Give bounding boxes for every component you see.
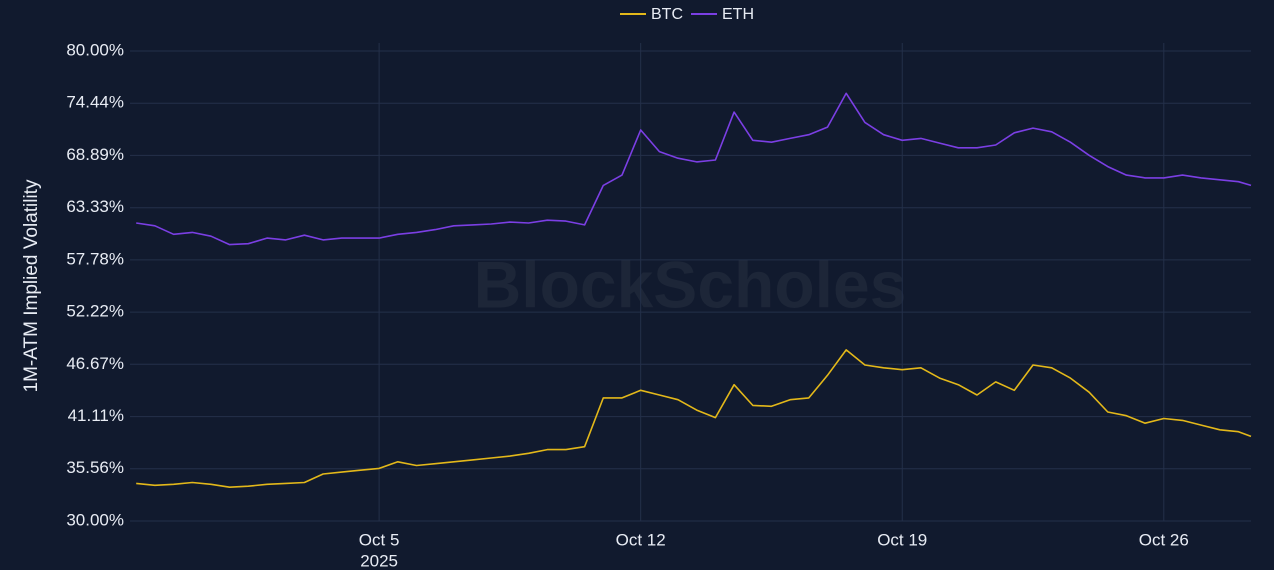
- y-tick-label: 30.00%: [66, 510, 124, 529]
- y-tick-label: 35.56%: [66, 458, 124, 477]
- y-axis-title: 1M-ATM Implied Volatility: [21, 179, 42, 392]
- y-tick-label: 41.11%: [68, 406, 124, 425]
- x-tick-label: Oct 12: [616, 530, 666, 549]
- line: [136, 92, 1252, 246]
- watermark: BlockScholes: [474, 247, 907, 321]
- y-tick-label: 52.22%: [66, 302, 124, 321]
- y-tick-label: 57.78%: [66, 249, 124, 268]
- x-tick-label: Oct 19: [877, 530, 927, 549]
- x-tick-label: Oct 26: [1139, 530, 1189, 549]
- legend-label: BTC: [651, 6, 683, 23]
- y-tick-label: 80.00%: [66, 40, 124, 59]
- x-tick-label: Oct 5: [359, 530, 400, 549]
- legend: BTC ETH: [620, 6, 754, 23]
- y-tick-label: 74.44%: [66, 93, 124, 112]
- x-tick-sublabel: 2025: [360, 551, 398, 570]
- legend-label: ETH: [722, 6, 754, 23]
- y-tick-label: 46.67%: [66, 354, 124, 373]
- line: [136, 349, 1252, 488]
- y-tick-label: 68.89%: [66, 145, 124, 164]
- y-tick-label: 63.33%: [66, 197, 124, 216]
